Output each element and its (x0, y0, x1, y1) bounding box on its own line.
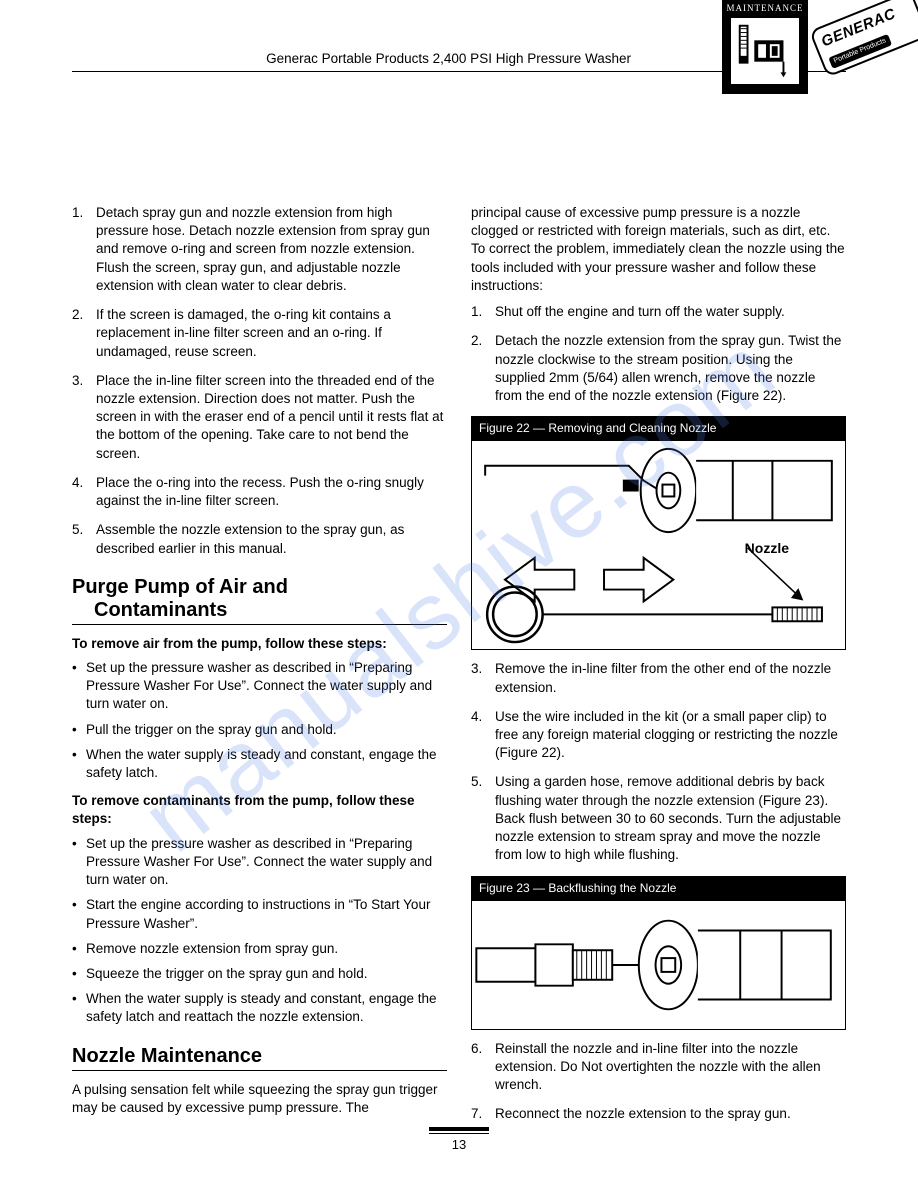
item-text: Reconnect the nozzle extension to the sp… (495, 1105, 846, 1123)
heading-line2: Contaminants (72, 599, 447, 622)
figure-22: Figure 22 — Removing and Cleaning Nozzle (471, 416, 846, 650)
header-badges: MAINTENANCE GENERAC Portable Products (722, 0, 918, 94)
content-columns: 1.Detach spray gun and nozzle extension … (72, 204, 846, 1135)
item-text: Set up the pressure washer as described … (86, 659, 447, 714)
item-text: Place the o-ring into the recess. Push t… (96, 474, 447, 510)
list-item: 7.Reconnect the nozzle extension to the … (471, 1105, 846, 1123)
maintenance-badge: MAINTENANCE (722, 0, 808, 94)
item-number: 7. (471, 1105, 495, 1123)
list-item: Set up the pressure washer as described … (72, 835, 447, 890)
nozzle-steps-b: 3.Remove the in-line filter from the oth… (471, 660, 846, 864)
item-text: Remove nozzle extension from spray gun. (86, 940, 338, 958)
list-item: 3.Remove the in-line filter from the oth… (471, 660, 846, 696)
footer-bar (429, 1127, 489, 1131)
item-number: 1. (471, 303, 495, 321)
list-item: Remove nozzle extension from spray gun. (72, 940, 447, 958)
header-title: Generac Portable Products 2,400 PSI High… (266, 50, 631, 68)
item-text: When the water supply is steady and cons… (86, 990, 447, 1026)
maintenance-label: MAINTENANCE (723, 0, 807, 14)
list-item: 1.Detach spray gun and nozzle extension … (72, 204, 447, 295)
item-number: 4. (471, 708, 495, 763)
item-number: 6. (471, 1040, 495, 1095)
item-text: If the screen is damaged, the o-ring kit… (96, 306, 447, 361)
list-item: Squeeze the trigger on the spray gun and… (72, 965, 447, 983)
heading-rule (72, 624, 447, 625)
item-text: Start the engine according to instructio… (86, 896, 447, 932)
item-text: Place the in-line filter screen into the… (96, 372, 447, 463)
remove-contam-lead: To remove contaminants from the pump, fo… (72, 792, 447, 828)
item-text: Detach spray gun and nozzle extension fr… (96, 204, 447, 295)
item-text: Squeeze the trigger on the spray gun and… (86, 965, 367, 983)
right-column: principal cause of excessive pump pressu… (471, 204, 846, 1135)
list-item: When the water supply is steady and cons… (72, 746, 447, 782)
list-item: When the water supply is steady and cons… (72, 990, 447, 1026)
item-text: Use the wire included in the kit (or a s… (495, 708, 846, 763)
item-text: Assemble the nozzle extension to the spr… (96, 521, 447, 557)
heading-rule (72, 1070, 447, 1071)
list-item: Start the engine according to instructio… (72, 896, 447, 932)
item-number: 5. (72, 521, 96, 557)
nozzle-steps-a: 1.Shut off the engine and turn off the w… (471, 303, 846, 405)
figure-22-image: Nozzle (471, 440, 846, 650)
nozzle-steps-c: 6.Reinstall the nozzle and in-line filte… (471, 1040, 846, 1124)
nozzle-heading: Nozzle Maintenance (72, 1045, 447, 1068)
list-item: Set up the pressure washer as described … (72, 659, 447, 714)
item-number: 3. (471, 660, 495, 696)
list-item: 5.Assemble the nozzle extension to the s… (72, 521, 447, 557)
list-item: 2.If the screen is damaged, the o-ring k… (72, 306, 447, 361)
list-item: 3.Place the in-line filter screen into t… (72, 372, 447, 463)
remove-air-bullets: Set up the pressure washer as described … (72, 659, 447, 782)
list-item: Pull the trigger on the spray gun and ho… (72, 721, 447, 739)
item-text: Pull the trigger on the spray gun and ho… (86, 721, 337, 739)
item-number: 5. (471, 773, 495, 864)
intro-paragraph: principal cause of excessive pump pressu… (471, 204, 846, 295)
page-footer: 13 (429, 1127, 489, 1154)
remove-contam-bullets: Set up the pressure washer as described … (72, 835, 447, 1027)
list-item: 6.Reinstall the nozzle and in-line filte… (471, 1040, 846, 1095)
item-number: 2. (471, 332, 495, 405)
item-text: Shut off the engine and turn off the wat… (495, 303, 846, 321)
item-text: Remove the in-line filter from the other… (495, 660, 846, 696)
figure-23-caption: Figure 23 — Backflushing the Nozzle (471, 876, 846, 900)
item-number: 1. (72, 204, 96, 295)
detach-steps-list: 1.Detach spray gun and nozzle extension … (72, 204, 447, 558)
figure-23: Figure 23 — Backflushing the Nozzle (471, 876, 846, 1030)
left-column: 1.Detach spray gun and nozzle extension … (72, 204, 447, 1135)
remove-air-lead: To remove air from the pump, follow thes… (72, 635, 447, 653)
figure-23-image (471, 900, 846, 1030)
list-item: 5.Using a garden hose, remove additional… (471, 773, 846, 864)
nozzle-label: Nozzle (745, 539, 789, 558)
item-text: When the water supply is steady and cons… (86, 746, 447, 782)
figure-22-caption: Figure 22 — Removing and Cleaning Nozzle (471, 416, 846, 440)
list-item: 4.Place the o-ring into the recess. Push… (72, 474, 447, 510)
heading-line1: Purge Pump of Air and (72, 576, 288, 598)
generac-badge: GENERAC Portable Products (809, 0, 918, 96)
list-item: 1.Shut off the engine and turn off the w… (471, 303, 846, 321)
item-number: 4. (72, 474, 96, 510)
item-number: 3. (72, 372, 96, 463)
item-text: Detach the nozzle extension from the spr… (495, 332, 846, 405)
list-item: 2.Detach the nozzle extension from the s… (471, 332, 846, 405)
item-text: Reinstall the nozzle and in-line filter … (495, 1040, 846, 1095)
item-text: Set up the pressure washer as described … (86, 835, 447, 890)
nozzle-paragraph: A pulsing sensation felt while squeezing… (72, 1081, 447, 1117)
item-text: Using a garden hose, remove additional d… (495, 773, 846, 864)
purge-heading: Purge Pump of Air and Contaminants (72, 576, 447, 622)
list-item: 4.Use the wire included in the kit (or a… (471, 708, 846, 763)
page-number: 13 (429, 1133, 489, 1154)
item-number: 2. (72, 306, 96, 361)
